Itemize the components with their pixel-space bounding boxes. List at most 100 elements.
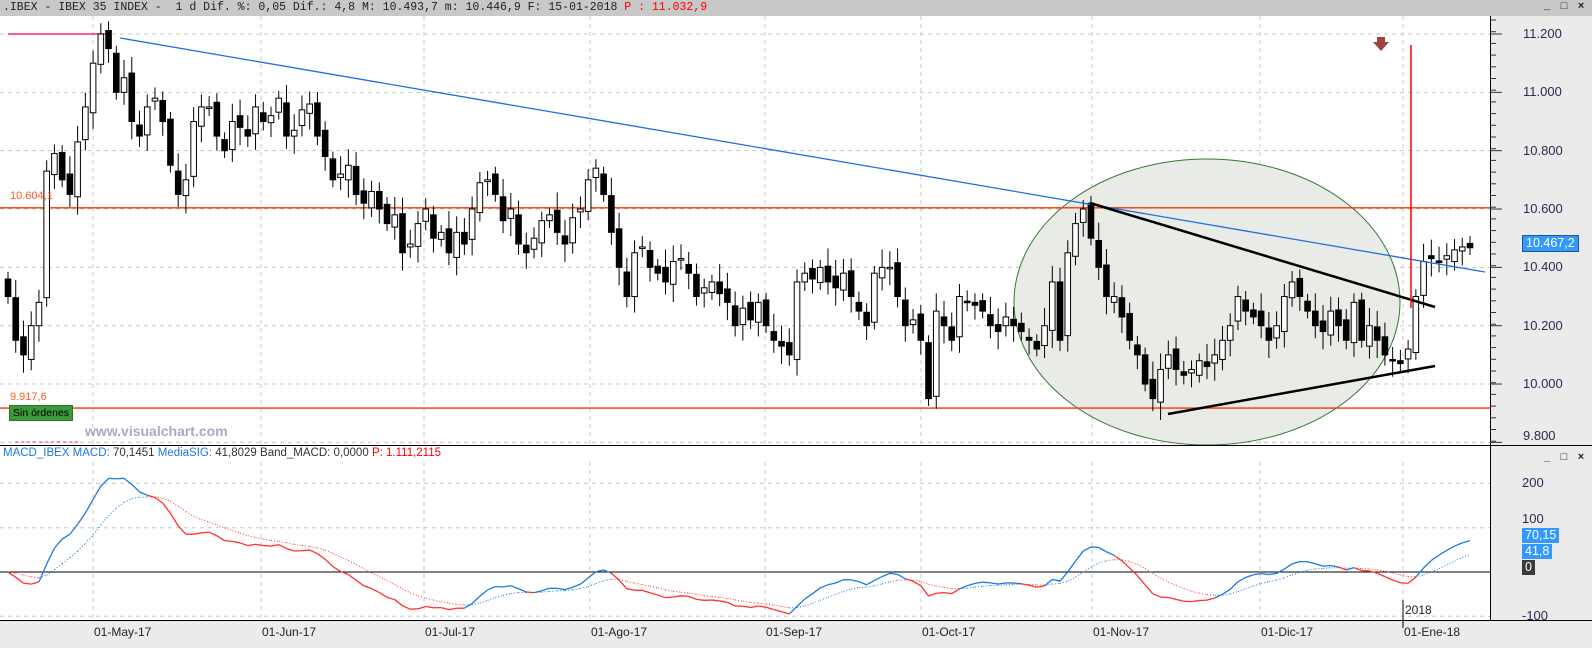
signal-line-segment bbox=[603, 578, 612, 582]
macd-line-segment bbox=[866, 580, 875, 586]
y-tick-label: 9.800 bbox=[1523, 428, 1556, 443]
candle-body bbox=[27, 325, 35, 361]
signal-line-segment bbox=[920, 580, 929, 585]
signal-line-segment bbox=[1106, 559, 1115, 562]
signal-line-segment bbox=[309, 546, 318, 549]
signal-line-segment bbox=[394, 584, 403, 590]
candle-body bbox=[608, 195, 615, 233]
signal-line-segment bbox=[541, 590, 550, 593]
candle-body bbox=[755, 301, 762, 323]
signal-line-segment bbox=[1446, 560, 1455, 566]
signal-line-segment bbox=[224, 527, 233, 532]
macd-line-segment bbox=[1261, 573, 1269, 576]
signal-line-segment bbox=[115, 501, 125, 509]
date-value: 15-01-2018 bbox=[548, 1, 618, 14]
candle-body bbox=[1319, 320, 1327, 333]
maximize-button[interactable]: □ bbox=[1560, 1, 1568, 13]
candle-body bbox=[51, 153, 58, 176]
candle-body bbox=[1195, 360, 1203, 376]
candle-body bbox=[577, 208, 584, 213]
macd-line-segment bbox=[1129, 567, 1138, 576]
signal-line-segment bbox=[1237, 588, 1246, 592]
candle-body bbox=[553, 209, 561, 233]
signal-line-segment bbox=[773, 604, 782, 607]
candle-body bbox=[1002, 316, 1010, 327]
macd-line-segment bbox=[7, 571, 17, 578]
candle-body bbox=[484, 179, 491, 183]
macd-line-segment bbox=[688, 595, 697, 600]
close-button[interactable]: × bbox=[1577, 1, 1585, 13]
ellipse-annotation bbox=[1013, 158, 1401, 445]
candle-body bbox=[917, 313, 925, 341]
macd-line-segment bbox=[618, 579, 628, 590]
candle-body bbox=[1087, 202, 1095, 239]
candle-body bbox=[1435, 260, 1443, 263]
candle-body bbox=[383, 203, 391, 225]
macd-line-segment bbox=[804, 593, 813, 600]
signal-line-segment bbox=[974, 585, 983, 588]
macd-line-segment bbox=[912, 580, 922, 587]
macd-line-segment bbox=[580, 577, 589, 585]
signal-line-segment bbox=[1059, 580, 1068, 584]
candle-body bbox=[1188, 368, 1195, 374]
date-axis-background bbox=[0, 620, 1592, 648]
candle-body bbox=[546, 214, 553, 222]
signal-line-segment bbox=[564, 589, 573, 592]
candle-body bbox=[236, 115, 244, 128]
macd-line-segment bbox=[727, 601, 736, 607]
candle-body bbox=[987, 314, 994, 327]
candle-body bbox=[1157, 368, 1164, 403]
macd-maximize-button[interactable]: □ bbox=[1560, 451, 1568, 463]
candle-body bbox=[445, 228, 453, 254]
candle-body bbox=[654, 265, 662, 274]
candle-body bbox=[1025, 336, 1033, 341]
signal-line-segment bbox=[417, 595, 426, 599]
candle-body bbox=[1335, 309, 1342, 327]
macd-line-segment bbox=[394, 599, 403, 607]
candle-body bbox=[213, 101, 221, 137]
candle-body bbox=[561, 235, 569, 245]
signal-line-segment bbox=[657, 587, 666, 591]
macd-line-segment bbox=[61, 533, 71, 540]
macd-minimize-button[interactable]: _ bbox=[1543, 451, 1551, 463]
candle-body bbox=[963, 300, 971, 304]
candle-body bbox=[731, 305, 739, 327]
macd-line-segment bbox=[1152, 593, 1161, 598]
macd-line-segment bbox=[1384, 576, 1393, 581]
macd-line-segment bbox=[1438, 549, 1448, 556]
minimize-button[interactable]: _ bbox=[1543, 1, 1551, 13]
orders-badge[interactable]: Sin órdenes bbox=[9, 405, 74, 421]
candle-body bbox=[20, 336, 27, 356]
candle-body bbox=[1366, 325, 1373, 347]
signal-line-segment bbox=[1098, 560, 1107, 564]
x-tick-label: 01-Nov-17 bbox=[1093, 625, 1150, 639]
signal-line-segment bbox=[441, 601, 450, 604]
signal-line-segment bbox=[1462, 553, 1471, 559]
signal-line-segment bbox=[38, 574, 47, 579]
macd-line-segment bbox=[139, 491, 148, 496]
candle-body bbox=[840, 272, 847, 291]
candle-body bbox=[739, 307, 747, 326]
macd-line-segment bbox=[471, 595, 481, 604]
candle-body bbox=[662, 266, 669, 283]
candle-body bbox=[1095, 240, 1102, 268]
candle-body bbox=[198, 106, 205, 127]
macd-line-segment bbox=[464, 602, 473, 609]
signal-line-segment bbox=[433, 599, 442, 603]
candle-body bbox=[1134, 344, 1141, 356]
macd-line-segment bbox=[224, 540, 233, 542]
macd-line-segment bbox=[750, 605, 759, 609]
signal-line-segment bbox=[982, 584, 991, 587]
macd-line-segment bbox=[1376, 572, 1386, 578]
macd-line-segment bbox=[479, 589, 489, 597]
candle-body bbox=[1219, 339, 1226, 361]
signal-line-segment bbox=[317, 547, 326, 551]
macd-line-segment bbox=[417, 605, 426, 610]
signal-line-segment bbox=[1322, 567, 1331, 569]
macd-p-label: P: bbox=[371, 447, 383, 459]
macd-close-button[interactable]: × bbox=[1577, 451, 1585, 463]
candle-body bbox=[1165, 354, 1172, 369]
macd-line-segment bbox=[665, 596, 674, 599]
candle-body bbox=[1203, 361, 1211, 368]
